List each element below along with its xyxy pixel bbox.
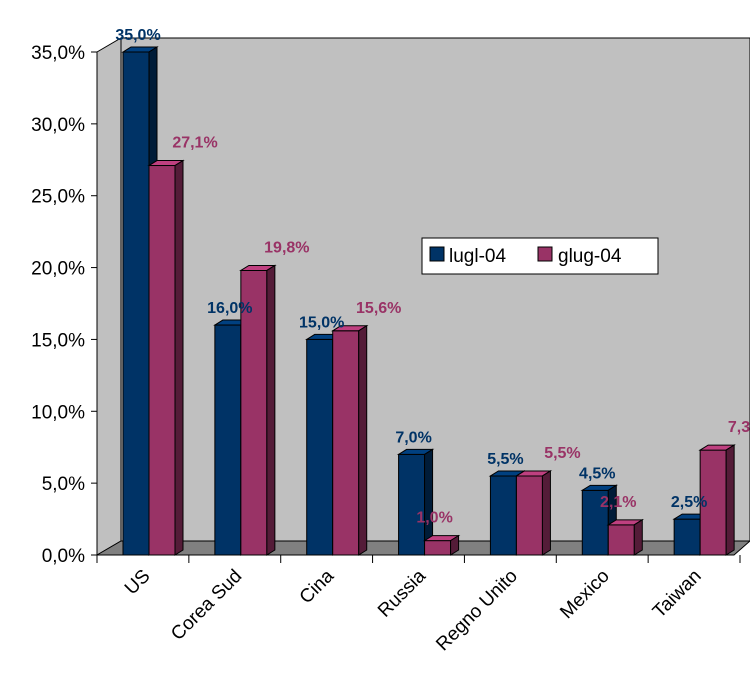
x-category-label: Corea Sud: [167, 566, 246, 645]
data-label: 5,5%: [487, 451, 523, 468]
x-category-label: Regno Unito: [432, 566, 522, 656]
y-tick-label: 25,0%: [31, 187, 85, 208]
data-label: 2,5%: [671, 494, 707, 511]
x-category-label: Mexico: [556, 566, 613, 623]
legend: lugl-04 glug-04: [421, 237, 659, 275]
x-category-label: US: [121, 566, 155, 600]
bar-glug-04: [330, 324, 369, 556]
data-label: 15,6%: [356, 300, 401, 317]
x-category-label: Taiwan: [649, 566, 706, 623]
data-label: 16,0%: [207, 300, 252, 317]
x-axis: US Corea Sud Cina Russia Regno Unito Mexico Ta…: [96, 554, 741, 656]
legend-swatch-glug-04: [537, 246, 553, 262]
bar-glug-04: [422, 534, 461, 556]
legend-swatch-lugl-04: [429, 246, 445, 262]
data-label: 19,8%: [264, 239, 309, 256]
y-tick-label: 5,0%: [42, 474, 85, 495]
data-label: 4,5%: [579, 465, 615, 482]
bar-glug-04: [147, 159, 185, 556]
bar-glug-04: [698, 444, 736, 556]
bar-glug-04: [239, 264, 277, 556]
data-label: 2,1%: [600, 494, 636, 511]
x-category-label: Cina: [296, 565, 339, 608]
bar-glug-04: [606, 518, 645, 556]
y-tick-label: 30,0%: [31, 115, 85, 136]
data-label: 27,1%: [172, 135, 217, 152]
y-tick-label: 10,0%: [31, 402, 85, 423]
bar-lugl-04: [396, 448, 435, 556]
data-label: 1,0%: [416, 510, 452, 527]
data-label: 5,5%: [544, 445, 580, 462]
bars: [121, 46, 736, 556]
y-axis: 0,0% 5,0% 10,0% 15,0% 20,0% 25,0% 30,0% 35,0%: [31, 43, 98, 567]
y-tick-label: 20,0%: [31, 259, 85, 280]
y-tick-label: 15,0%: [31, 330, 85, 351]
data-label: 35,0%: [115, 27, 160, 44]
data-label: 7,3%: [728, 419, 750, 436]
x-category-label: Russia: [374, 565, 430, 621]
y-tick-label: 0,0%: [42, 546, 85, 567]
bar-glug-04: [514, 470, 553, 556]
legend-label-lugl-04: lugl-04: [449, 246, 506, 267]
legend-label-glug-04: glug-04: [558, 246, 622, 267]
data-label: 15,0%: [299, 314, 344, 331]
y-tick-label: 35,0%: [31, 43, 85, 64]
data-label: 7,0%: [395, 429, 431, 446]
side-wall: [96, 37, 122, 556]
data-labels: 35,0% 27,1% 16,0% 19,8% 15,0% 15,6% 7,0% 1,0% 5,…: [115, 27, 750, 527]
